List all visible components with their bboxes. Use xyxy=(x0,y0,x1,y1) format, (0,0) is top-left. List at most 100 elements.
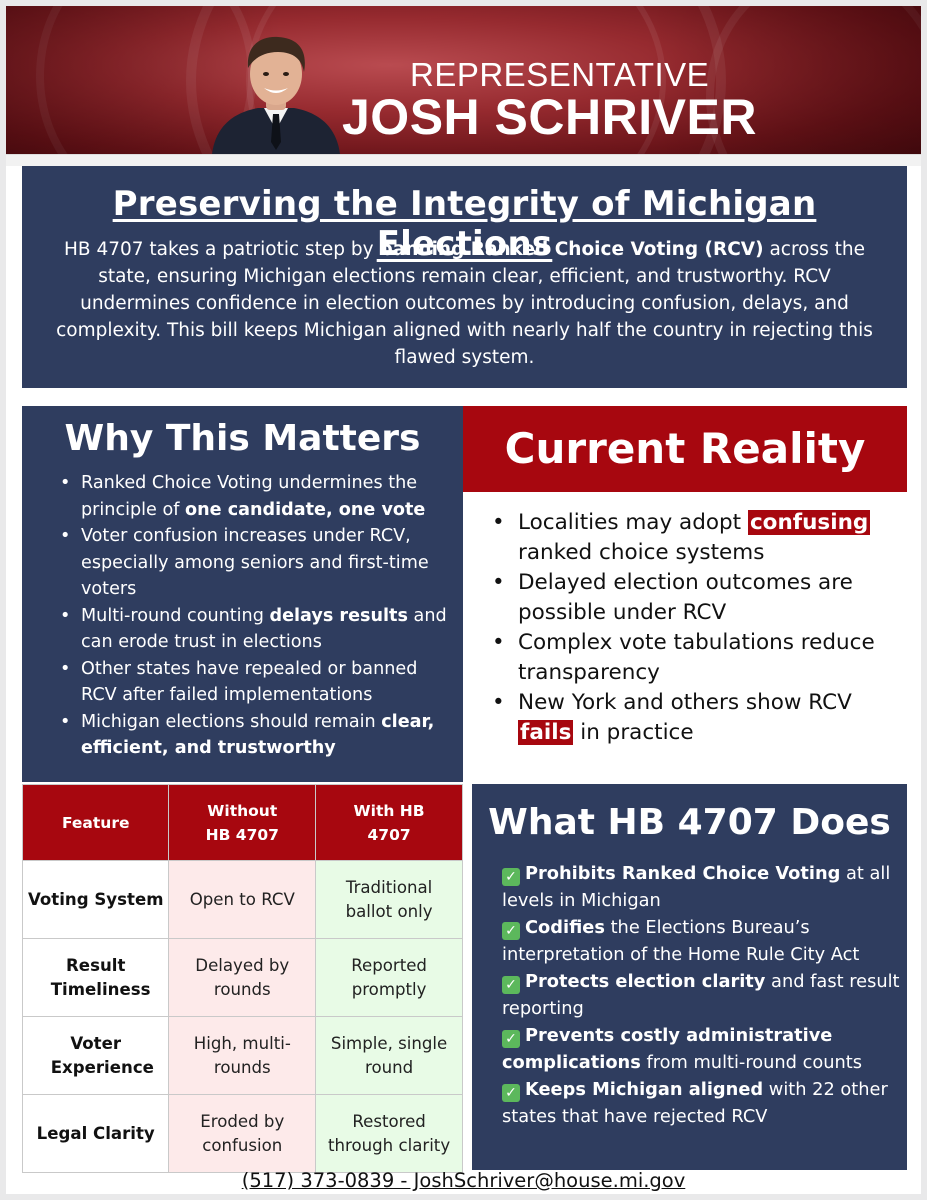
item-text: in practice xyxy=(573,720,694,745)
cell-with-text: Traditional ballot only xyxy=(345,877,433,921)
item-bold: delays results xyxy=(269,605,408,626)
list-item: New York and others show RCV fails in pr… xyxy=(484,688,904,748)
current-reality-header: Current Reality xyxy=(463,406,907,492)
cell-feature-text: Result Timeliness xyxy=(50,955,151,999)
does-list: ✓ Prohibits Ranked Choice Voting at all l… xyxy=(502,860,902,1130)
why-heading: Why This Matters xyxy=(64,418,421,459)
item-bold: Keeps Michigan aligned xyxy=(525,1079,764,1100)
list-item: Delayed election outcomes are possible u… xyxy=(484,568,904,628)
item-bold: one candidate, one vote xyxy=(185,499,426,520)
list-item: ✓ Keeps Michigan aligned with 22 other st… xyxy=(502,1076,902,1130)
cell-with-text: Simple, single round xyxy=(330,1033,448,1077)
header-with: With HB 4707 xyxy=(315,784,463,861)
item-text: Ranked Choice Voting undermines the prin… xyxy=(81,473,418,520)
title-name: JOSH SCHRIVER xyxy=(342,89,757,145)
cell-without: Eroded by confusion xyxy=(168,1094,317,1173)
item-text: the Elections Bureau’s interpretation of… xyxy=(502,917,860,965)
list-item: Complex vote tabulations reduce transpar… xyxy=(484,628,904,688)
list-item: ✓ Prevents costly administrative complica… xyxy=(502,1022,902,1076)
cell-with: Traditional ballot only xyxy=(315,860,463,939)
list-item: Other states have repealed or banned RCV… xyxy=(44,656,454,709)
item-text: Localities may adopt xyxy=(518,510,748,535)
header-without-label: Without HB 4707 xyxy=(205,801,279,844)
item-bold: clear, efficient, and trustworthy xyxy=(81,711,435,759)
item-text: Other states have repealed or banned RCV… xyxy=(81,658,418,706)
list-item: ✓ Prohibits Ranked Choice Voting at all l… xyxy=(502,860,902,914)
cell-without: Delayed by rounds xyxy=(168,938,317,1017)
cell-with: Simple, single round xyxy=(315,1016,463,1095)
highlight-word: confusing xyxy=(747,510,871,535)
check-icon: ✓ xyxy=(502,1030,520,1048)
flyer: REPRESENTATIVE JOSH SCHRIVER Preserving … xyxy=(6,6,921,1194)
does-heading: What HB 4707 Does xyxy=(488,802,891,843)
capitol-arch-decoration xyxy=(706,6,921,154)
item-text: from multi-round counts xyxy=(640,1052,863,1073)
check-icon: ✓ xyxy=(502,976,520,994)
item-bold: Prohibits Ranked Choice Voting xyxy=(525,863,841,884)
cell-feature: Legal Clarity xyxy=(21,1094,170,1173)
highlight-word: fails xyxy=(518,720,574,745)
reality-list: Localities may adopt confusing ranked ch… xyxy=(484,508,904,748)
intro-text-part: across the state, ensuring Michigan elec… xyxy=(56,239,873,368)
cell-without-text: Eroded by confusion xyxy=(200,1111,285,1155)
table-row: Legal Clarity Eroded by confusion Restor… xyxy=(21,1094,463,1173)
list-item: Multi-round counting delays results and … xyxy=(44,603,454,656)
item-text: and can erode trust in elections xyxy=(81,605,447,653)
contact-link[interactable]: (517) 373-0839 - JoshSchriver@house.mi.g… xyxy=(241,1169,686,1192)
item-text: Complex vote tabulations reduce transpar… xyxy=(518,630,875,685)
table-row: Result Timeliness Delayed by rounds Repo… xyxy=(21,938,463,1017)
list-item: Ranked Choice Voting undermines the prin… xyxy=(44,470,454,523)
intro-text: HB 4707 takes a patriotic step by bannin… xyxy=(52,236,877,371)
item-text: ranked choice systems xyxy=(518,540,765,565)
reality-heading: Current Reality xyxy=(504,424,866,473)
intro-heading: Preserving the Integrity of Michigan Ele… xyxy=(112,184,817,264)
title-representative: REPRESENTATIVE xyxy=(410,56,710,93)
banner-shade xyxy=(6,6,921,154)
item-text: Multi-round counting xyxy=(81,605,270,626)
cell-with-text: Restored through clarity xyxy=(328,1111,451,1155)
item-text: Delayed election outcomes are possible u… xyxy=(518,570,853,625)
list-item: Michigan elections should remain clear, … xyxy=(44,709,454,762)
representative-portrait xyxy=(212,36,340,154)
table-header-row: Feature Without HB 4707 With HB 4707 xyxy=(21,784,463,861)
header-feature: Feature xyxy=(21,784,170,861)
list-item: Localities may adopt confusing ranked ch… xyxy=(484,508,904,568)
cell-without: High, multi-rounds xyxy=(168,1016,317,1095)
cell-feature: Voter Experience xyxy=(21,1016,170,1095)
cell-feature: Result Timeliness xyxy=(21,938,170,1017)
item-bold: Prevents costly administrative complicat… xyxy=(502,1025,833,1073)
item-text: New York and others show RCV xyxy=(518,690,852,715)
item-text: Michigan elections should remain xyxy=(81,711,382,732)
item-bold: Codifies xyxy=(525,917,605,938)
list-item: Voter confusion increases under RCV, esp… xyxy=(44,523,454,603)
cell-with: Reported promptly xyxy=(315,938,463,1017)
cell-without: Open to RCV xyxy=(168,860,317,939)
item-text: with 22 other states that have rejected … xyxy=(502,1079,888,1127)
check-icon: ✓ xyxy=(502,868,520,886)
intro-section: Preserving the Integrity of Michigan Ele… xyxy=(22,166,907,388)
list-item: ✓ Codifies the Elections Bureau’s interpr… xyxy=(502,914,902,968)
check-icon: ✓ xyxy=(502,1084,520,1102)
cell-feature-text: Voter Experience xyxy=(50,1033,154,1077)
why-list: Ranked Choice Voting undermines the prin… xyxy=(44,470,454,762)
what-hb4707-does-section: What HB 4707 Does ✓ Prohibits Ranked Choi… xyxy=(472,784,907,1170)
item-text: at all levels in Michigan xyxy=(502,863,891,911)
cell-feature: Voting System xyxy=(21,860,170,939)
check-icon: ✓ xyxy=(502,922,520,940)
header-with-label: With HB 4707 xyxy=(353,801,425,844)
intro-text-part: HB 4707 takes a patriotic step by xyxy=(63,239,380,260)
cell-without-text: Delayed by rounds xyxy=(195,955,290,999)
cell-with-text: Reported promptly xyxy=(351,955,427,999)
header-without: Without HB 4707 xyxy=(168,784,317,861)
comparison-table: Feature Without HB 4707 With HB 4707 Vot… xyxy=(21,784,463,1173)
cell-without-text: High, multi-rounds xyxy=(193,1033,291,1077)
item-bold: Protects election clarity xyxy=(525,971,766,992)
list-item: ✓ Protects election clarity and fast resu… xyxy=(502,968,902,1022)
table-row: Voter Experience High, multi-rounds Simp… xyxy=(21,1016,463,1095)
intro-text-bold: banning Ranked Choice Voting (RCV) xyxy=(379,239,764,260)
why-this-matters-section: Why This Matters Ranked Choice Voting un… xyxy=(22,406,463,782)
item-text: Voter confusion increases under RCV, esp… xyxy=(81,526,429,599)
cell-with: Restored through clarity xyxy=(315,1094,463,1173)
item-text: and fast result reporting xyxy=(502,971,900,1019)
header-divider xyxy=(6,154,921,166)
